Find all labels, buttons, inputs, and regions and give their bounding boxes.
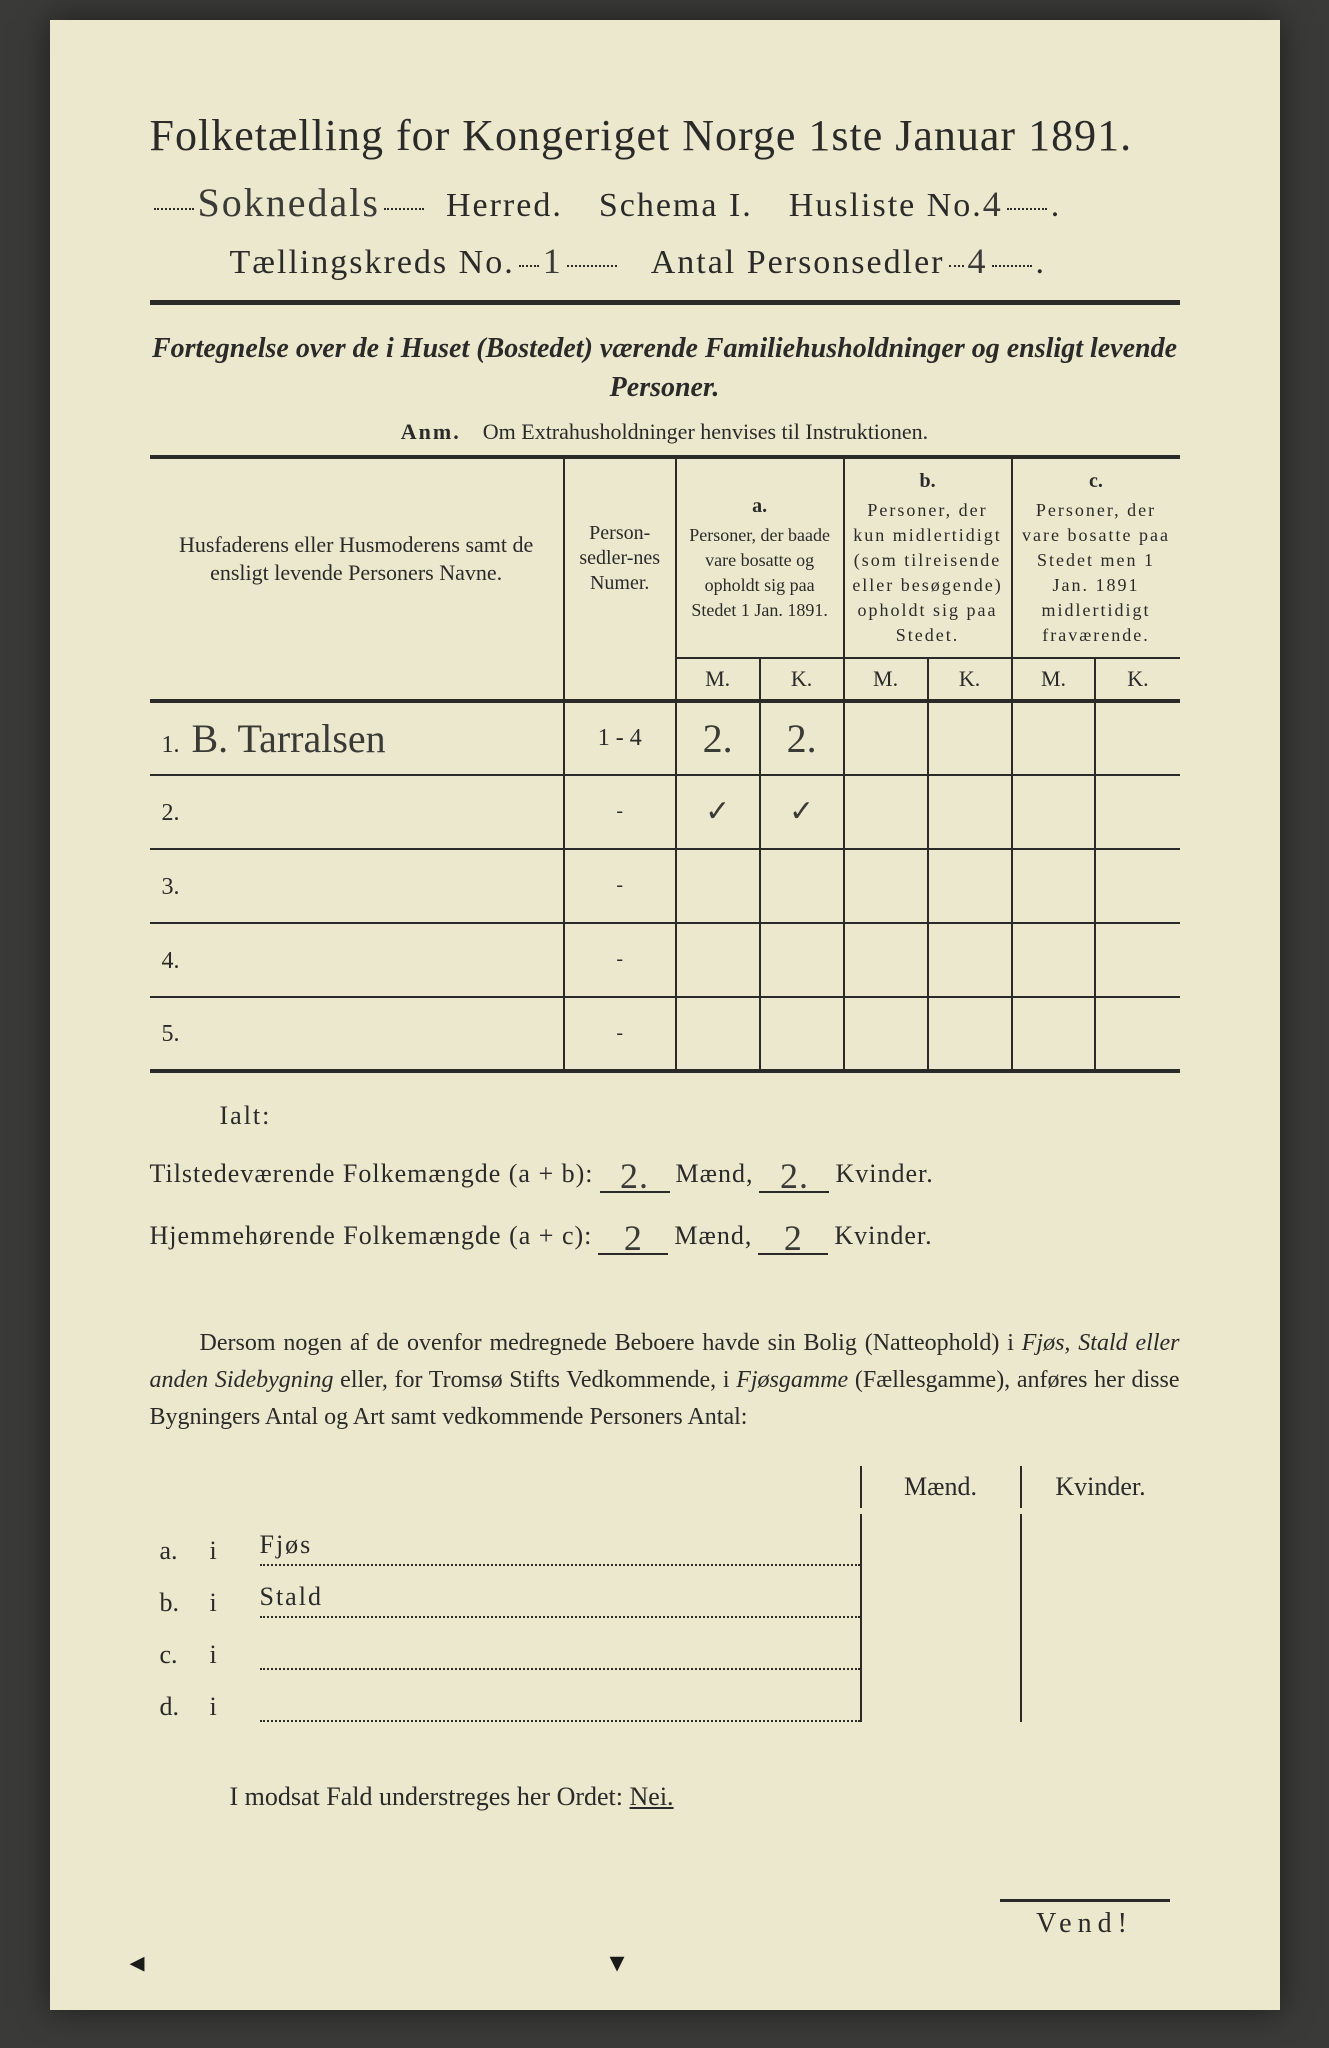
- col-a-header: a. Personer, der baade vare bosatte og o…: [676, 457, 844, 658]
- name-value: B. Tarralsen: [192, 715, 386, 762]
- byg-head-m: Mænd.: [860, 1466, 1020, 1508]
- schema-label: Schema I.: [599, 187, 753, 225]
- header-line-2: Tællingskreds No. 1 Antal Personsedler 4…: [150, 240, 1180, 282]
- husliste-value: 4: [983, 183, 1003, 225]
- col-name-header: Husfaderens eller Husmoderens samt de en…: [150, 457, 564, 658]
- table-row: 5. -: [150, 997, 1180, 1071]
- nei-line: I modsat Fald understreges her Ordet: Ne…: [150, 1782, 1180, 1812]
- subtitle: Fortegnelse over de i Huset (Bostedet) v…: [150, 329, 1180, 407]
- header-line-1: Soknedals Herred. Schema I. Husliste No.…: [150, 179, 1180, 226]
- page-mark-icon: ▾: [610, 1945, 625, 1980]
- divider: [150, 300, 1180, 305]
- kreds-label: Tællingskreds No.: [230, 244, 515, 282]
- byg-row: a.i Fjøs: [150, 1514, 1180, 1566]
- anm-line: Anm. Om Extrahusholdninger henvises til …: [150, 419, 1180, 445]
- vend-label: Vend!: [1000, 1899, 1170, 1940]
- mk-header: K.: [928, 658, 1012, 701]
- ialt-m-value: 2: [624, 1217, 643, 1259]
- table-row: 4. -: [150, 923, 1180, 997]
- ialt-k-value: 2: [784, 1217, 803, 1259]
- byg-head-k: Kvinder.: [1020, 1466, 1180, 1508]
- census-form-page: Folketælling for Kongeriget Norge 1ste J…: [50, 20, 1280, 2010]
- bygninger-section: Mænd. Kvinder. a.i Fjøs b.i Stald c.i d.…: [150, 1466, 1180, 1722]
- mk-header: M.: [676, 658, 760, 701]
- census-table: Husfaderens eller Husmoderens samt de en…: [150, 455, 1180, 1073]
- nei-word: Nei.: [630, 1782, 674, 1811]
- col-c-header: c. Personer, der vare bosatte paa Stedet…: [1012, 457, 1180, 658]
- antal-value: 4: [968, 240, 988, 282]
- antal-period: .: [1036, 244, 1047, 282]
- mk-header: M.: [1012, 658, 1096, 701]
- ialt-row-1: Tilstedeværende Folkemængde (a + b): 2. …: [150, 1149, 1180, 1193]
- table-row: 1.B. Tarralsen 1 - 4 2. 2.: [150, 701, 1180, 775]
- byg-row: b.i Stald: [150, 1566, 1180, 1618]
- herred-value: Soknedals: [198, 179, 380, 226]
- ialt-label: Ialt:: [150, 1101, 1180, 1131]
- byg-header: Mænd. Kvinder.: [150, 1466, 1180, 1508]
- table-row: 2. - ✓ ✓: [150, 775, 1180, 849]
- herred-label: Herred.: [446, 187, 563, 225]
- page-title: Folketælling for Kongeriget Norge 1ste J…: [150, 110, 1180, 161]
- anm-text: Om Extrahusholdninger henvises til Instr…: [483, 419, 928, 444]
- anm-label: Anm.: [401, 419, 461, 444]
- mk-header: K.: [760, 658, 844, 701]
- mk-header: M.: [844, 658, 928, 701]
- table-row: 3. -: [150, 849, 1180, 923]
- kreds-value: 1: [543, 240, 563, 282]
- byg-row: d.i: [150, 1670, 1180, 1722]
- husliste-label: Husliste No.: [789, 187, 983, 225]
- census-table-body: 1.B. Tarralsen 1 - 4 2. 2. 2. - ✓ ✓ 3. -…: [150, 701, 1180, 1071]
- byg-row: c.i: [150, 1618, 1180, 1670]
- ialt-row-2: Hjemmehørende Folkemængde (a + c): 2 Mæn…: [150, 1211, 1180, 1255]
- ialt-m-value: 2.: [620, 1155, 649, 1197]
- paragraph: Dersom nogen af de ovenfor medregnede Be…: [150, 1325, 1180, 1437]
- page-mark-icon: ◂: [130, 1945, 145, 1980]
- ialt-k-value: 2.: [780, 1155, 809, 1197]
- col-b-header: b. Personer, der kun midlertidigt (som t…: [844, 457, 1012, 658]
- husliste-period: .: [1051, 187, 1062, 225]
- mk-header: K.: [1095, 658, 1179, 701]
- antal-label: Antal Personsedler: [651, 244, 945, 282]
- col-numer-header: Person-sedler-nes Numer.: [564, 457, 676, 658]
